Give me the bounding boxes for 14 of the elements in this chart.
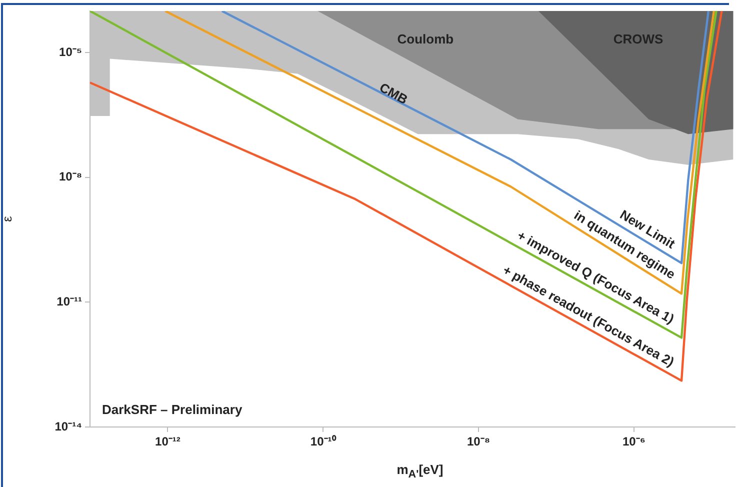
- y-tick-label: 10⁻⁵: [59, 44, 82, 59]
- annotation: DarkSRF – Preliminary: [102, 402, 243, 418]
- x-tick-label: 10⁻¹⁰: [310, 434, 337, 449]
- y-tick-label: 10⁻¹¹: [56, 294, 82, 309]
- annotation: CMB: [377, 80, 410, 108]
- y-tick-label: 10⁻⁸: [58, 170, 82, 184]
- x-tick-label: 10⁻⁸: [466, 434, 490, 449]
- y-tick-label: 10⁻¹⁴: [54, 419, 82, 434]
- x-tick-label: 10⁻⁶: [622, 434, 646, 449]
- annotation: Coulomb: [397, 32, 454, 47]
- y-axis-title: ε: [0, 216, 14, 222]
- annotation: CROWS: [613, 32, 664, 47]
- x-tick-label: 10⁻¹²: [155, 434, 180, 449]
- x-axis-title: m$_{A'}$[eV]: [396, 462, 444, 481]
